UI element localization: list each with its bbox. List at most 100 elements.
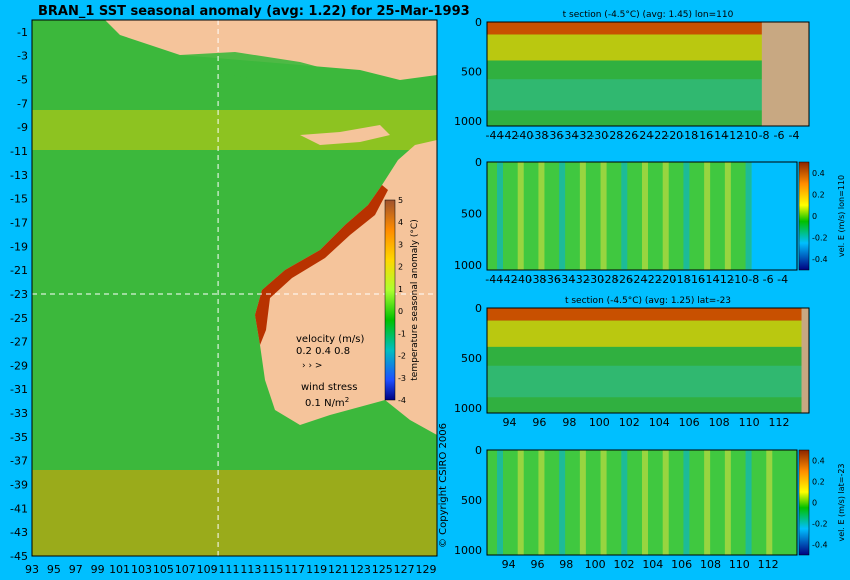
map-y-tick: -25 — [10, 312, 28, 325]
section-x-tick: -8 — [759, 129, 770, 142]
section-x-tick: -38 — [530, 129, 548, 142]
map-x-tick: 119 — [306, 563, 327, 576]
map-x-tick: 125 — [372, 563, 393, 576]
section-y-tick: 500 — [461, 66, 482, 79]
map-x-tick: 103 — [131, 563, 152, 576]
map-x-tick: 113 — [240, 563, 261, 576]
main-title: BRAN_1 SST seasonal anomaly (avg: 1.22) … — [38, 4, 470, 19]
temp-colorbar-label: temperature seasonal anomaly (°C) — [410, 219, 420, 380]
map-y-tick: -3 — [17, 50, 28, 63]
section-frame — [486, 307, 810, 414]
map-x-tick: 101 — [109, 563, 130, 576]
velocity-colorbar-tick: -0.2 — [812, 234, 828, 243]
velocity-legend-scale: 0.2 0.4 0.8 — [296, 346, 350, 357]
map-x-tick: 121 — [328, 563, 349, 576]
section-x-tick: -6 — [774, 129, 785, 142]
section-x-tick: -44 — [485, 273, 503, 286]
wind-legend-label: wind stress — [301, 382, 357, 393]
velocity-stripe — [497, 450, 503, 555]
section-x-tick: -14 — [702, 273, 720, 286]
section-x-tick: 108 — [709, 416, 730, 429]
map-x-tick: 97 — [69, 563, 83, 576]
velocity-stripe — [766, 450, 773, 555]
velocity-stripe — [662, 162, 669, 270]
sst-map: 93 95 97 99 101 103 105 107 109 111 113 115 117 119 12… — [10, 19, 438, 576]
velocity-stripe — [642, 450, 648, 555]
section-x-tick: 100 — [585, 558, 606, 571]
temp-colorbar-tick: -2 — [398, 352, 406, 361]
section-title: t section (-4.5°C) (avg: 1.25) lat=-23 — [565, 296, 731, 306]
section-subsurface-warm — [487, 34, 809, 61]
map-x-tick: 117 — [284, 563, 305, 576]
velocity-legend-label: velocity (m/s) — [296, 334, 364, 345]
velocity-stripe — [517, 450, 524, 555]
section-panel-4: 94 96 98 100 102 104 106 108 110 112 0 500 1000 0.4 0.… — [454, 444, 846, 571]
velocity-stripe — [538, 162, 545, 270]
section-x-tick: -30 — [586, 273, 604, 286]
section-x-tick: -6 — [763, 273, 774, 286]
section-x-tick: -12 — [716, 273, 734, 286]
section-x-tick: 104 — [642, 558, 663, 571]
coastal-warm-current — [255, 185, 388, 345]
velocity-stripe — [724, 450, 731, 555]
section-x-tick: 110 — [729, 558, 750, 571]
section-x-tick: 100 — [589, 416, 610, 429]
section-x-tick: 94 — [502, 558, 516, 571]
section-land-mask — [801, 308, 809, 413]
section-x-tick: -32 — [575, 129, 593, 142]
map-y-tick: -39 — [10, 479, 28, 492]
section-y-tick: 0 — [475, 156, 482, 169]
velocity-stripe — [497, 162, 503, 270]
section-x-tick: -40 — [515, 129, 533, 142]
map-y-tick: -19 — [10, 240, 28, 253]
section-x-tick: -18 — [673, 273, 691, 286]
velocity-colorbar-tick: -0.2 — [812, 520, 828, 529]
wind-legend-scale: 0.1 N/m2 — [305, 396, 349, 409]
section-x-tick: -44 — [486, 129, 504, 142]
velocity-colorbar-label: vel. E (m/s) lon=110 — [837, 175, 846, 257]
velocity-stripe — [745, 450, 752, 555]
section-x-tick: -10 — [740, 129, 758, 142]
map-y-tick: -1 — [17, 26, 28, 39]
section-frame — [486, 21, 810, 127]
map-y-tick: -15 — [10, 193, 28, 206]
section-x-tick: -36 — [545, 129, 563, 142]
section-y-tick: 0 — [475, 302, 482, 315]
map-x-tick: 99 — [91, 563, 105, 576]
temp-colorbar-ticks: 5 4 3 2 1 0 -1 -2 -3 -4 — [398, 196, 406, 405]
timor-land — [300, 125, 390, 145]
section-x-tick: -4 — [789, 129, 800, 142]
section-land-mask — [761, 22, 809, 126]
map-x-tick: 95 — [47, 563, 61, 576]
section-x-tick: 112 — [758, 558, 779, 571]
section-x-tick: 108 — [700, 558, 721, 571]
section-x-tick: -30 — [590, 129, 608, 142]
section-x-tick: -16 — [687, 273, 705, 286]
section-x-tick: 102 — [613, 558, 634, 571]
section-x-tick: 102 — [619, 416, 640, 429]
section-frame — [486, 449, 798, 556]
section-x-tick: 112 — [769, 416, 790, 429]
section-x-tick: -10 — [730, 273, 748, 286]
section-title: t section (-4.5°C) (avg: 1.45) lon=110 — [563, 10, 734, 20]
velocity-colorbar-tick: 0.4 — [812, 457, 825, 466]
map-y-tick: -7 — [17, 97, 28, 110]
section-x-tick: -34 — [560, 129, 578, 142]
velocity-stripe — [559, 162, 566, 270]
map-y-tick: -21 — [10, 264, 28, 277]
velocity-colorbar-tick: -0.4 — [812, 255, 828, 264]
velocity-colorbar-label: vel. E (m/s) lat=-23 — [837, 463, 846, 541]
section-y-tick: 1000 — [454, 115, 482, 128]
section-y-tick: 500 — [461, 352, 482, 365]
map-y-tick: -23 — [10, 288, 28, 301]
velocity-stripe — [621, 450, 628, 555]
section-x-tick: 94 — [502, 416, 516, 429]
section-x-tick: -42 — [500, 129, 518, 142]
velocity-stripe — [745, 162, 752, 270]
section-y-tick: 0 — [475, 444, 482, 457]
velocity-colorbar-tick: 0.2 — [812, 190, 825, 199]
section-x-tick: -26 — [620, 129, 638, 142]
section-x-tick: -24 — [629, 273, 647, 286]
section-x-tick: -28 — [601, 273, 619, 286]
